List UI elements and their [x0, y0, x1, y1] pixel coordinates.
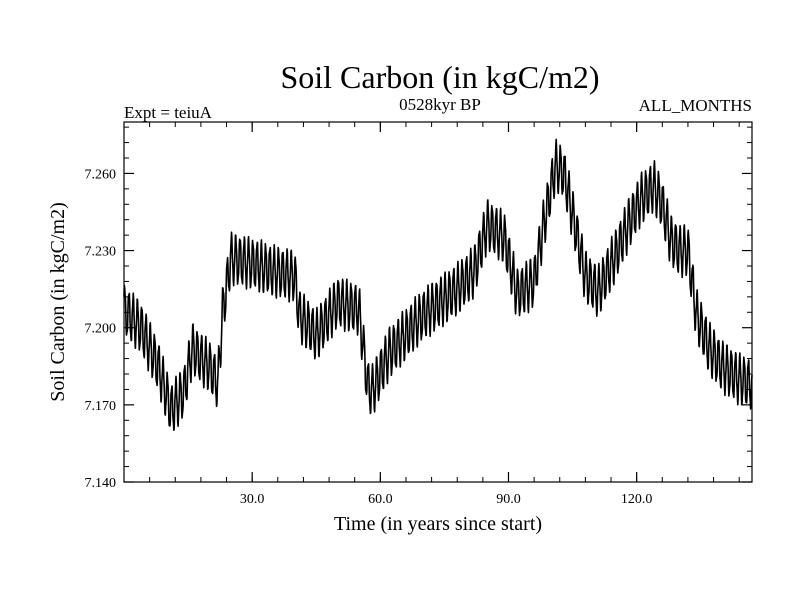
x-tick-label: 60.0	[368, 492, 393, 507]
y-tick-label: 7.140	[85, 476, 117, 491]
x-tick-label: 120.0	[621, 492, 653, 507]
y-tick-label: 7.260	[85, 167, 117, 182]
y-axis-label: Soil Carbon (in kgC/m2)	[47, 202, 69, 401]
x-axis-label: Time (in years since start)	[334, 513, 542, 535]
axes-layer: 30.0 60.0 90.0 120.0 7.140 7.170 7.200 7.230 7.2…	[85, 122, 752, 507]
y-tick-label: 7.230	[85, 245, 117, 260]
series-line	[123, 138, 753, 432]
subtitle-center: 0528kyr BP	[399, 95, 481, 114]
y-tick-label: 7.200	[85, 322, 117, 337]
subtitle-right: ALL_MONTHS	[639, 96, 752, 115]
y-tick-label: 7.170	[85, 399, 117, 414]
series-layer	[123, 138, 753, 432]
x-tick-label: 30.0	[240, 492, 265, 507]
x-tick-label: 90.0	[496, 492, 521, 507]
chart-title: Soil Carbon (in kgC/m2)	[280, 59, 599, 95]
subtitle-left: Expt = teiuA	[124, 103, 213, 122]
plot-frame	[123, 121, 753, 483]
